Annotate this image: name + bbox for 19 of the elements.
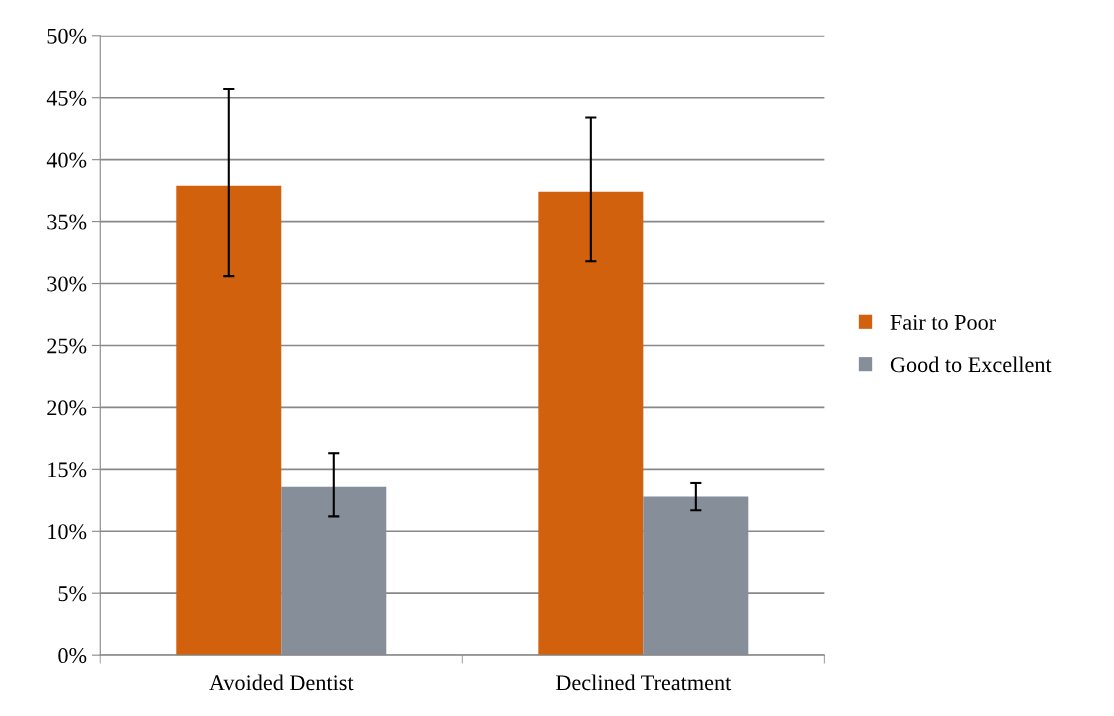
y-tick-label: 20% [47, 400, 87, 416]
bar [176, 185, 282, 656]
y-tick-label: 10% [48, 524, 87, 540]
y-tick-label: 35% [47, 214, 87, 230]
bar [281, 486, 387, 656]
x-tick-label: Avoided Dentist [209, 674, 354, 691]
y-tick-label: 0% [58, 648, 87, 664]
bar [538, 191, 644, 656]
y-tick-label: 50% [47, 28, 87, 44]
y-tick-label: 15% [48, 462, 87, 478]
y-tick-label: 45% [46, 90, 87, 106]
x-tick-label: Declined Treatment [556, 674, 732, 691]
y-tick-label: 25% [47, 338, 87, 354]
bar [643, 496, 749, 656]
y-tick-label: 40% [46, 152, 87, 168]
legend-label: Fair to Poor [890, 314, 996, 330]
y-tick-label: 30% [47, 276, 87, 292]
legend-label: Good to Excellent [890, 356, 1052, 373]
y-tick-label: 5% [58, 586, 87, 602]
